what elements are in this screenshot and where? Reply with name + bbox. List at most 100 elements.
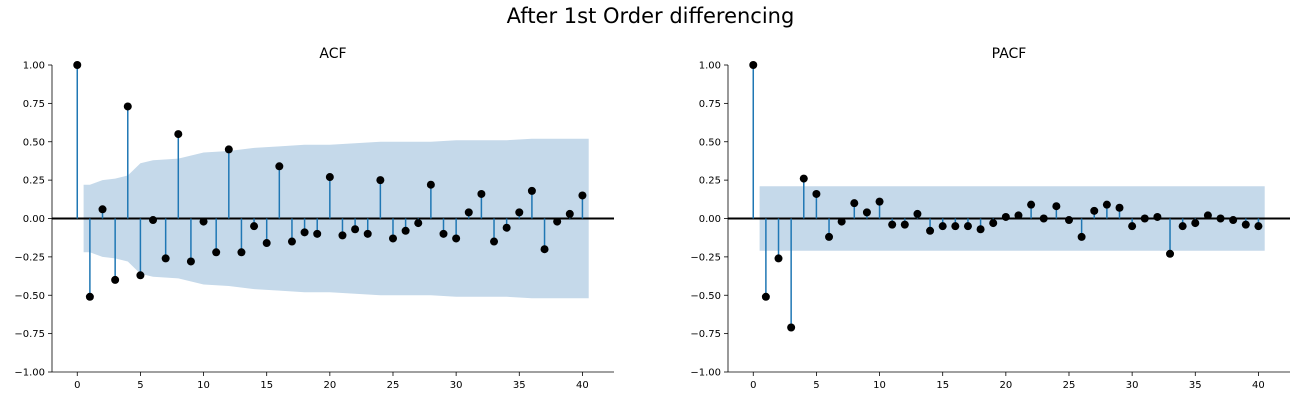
acf-ytick-label: 0.25 [23, 176, 45, 187]
acf-point [212, 248, 221, 257]
pacf-point [1203, 211, 1212, 220]
pacf-point [989, 219, 998, 228]
acf-point [376, 176, 385, 185]
pacf-point [926, 226, 935, 235]
acf-point [85, 292, 94, 301]
pacf-point [888, 220, 897, 229]
acf-point [237, 248, 246, 257]
acf-point [275, 162, 284, 171]
acf-ytick-label: 0.00 [23, 214, 45, 225]
acf-point [262, 239, 271, 248]
acf-ytick-label: −0.75 [14, 329, 45, 340]
acf-point [414, 219, 423, 228]
pacf-point [963, 222, 972, 231]
pacf-xtick-label: 35 [1189, 380, 1202, 391]
pacf-point [787, 323, 796, 332]
pacf-point [1064, 216, 1073, 225]
pacf-xtick-label: 15 [936, 380, 949, 391]
pacf-point [812, 189, 821, 198]
acf-point [111, 275, 120, 284]
acf-point [363, 229, 372, 238]
pacf-point [1166, 249, 1175, 258]
acf-point [123, 102, 132, 111]
acf-xtick-label: 25 [387, 380, 400, 391]
pacf-point [850, 199, 859, 208]
pacf-point [938, 222, 947, 231]
pacf-ytick-label: −0.25 [690, 252, 721, 263]
acf-point [98, 205, 107, 214]
pacf-point [1128, 222, 1137, 231]
pacf-point [774, 254, 783, 263]
acf-point [553, 217, 562, 226]
acf-ytick-label: 0.75 [23, 99, 45, 110]
pacf-point [1191, 219, 1200, 228]
acf-point [186, 257, 195, 266]
acf-xtick-label: 20 [323, 380, 336, 391]
pacf-point [1027, 200, 1036, 209]
pacf-ytick-label: −0.50 [690, 291, 721, 302]
pacf-ytick-label: 0.25 [699, 176, 721, 187]
acf-point [199, 217, 208, 226]
acf-ytick-label: −1.00 [14, 368, 45, 379]
pacf-title: PACF [992, 46, 1027, 62]
pacf-point [875, 197, 884, 206]
acf-title: ACF [319, 46, 346, 62]
acf-xtick-label: 35 [513, 380, 526, 391]
acf-point [388, 234, 397, 243]
acf-xtick-label: 5 [137, 380, 143, 391]
acf-point [527, 186, 536, 195]
pacf-point [1216, 214, 1225, 223]
acf-point [287, 237, 296, 246]
pacf-point [1014, 211, 1023, 220]
pacf-point [951, 222, 960, 231]
acf-point [515, 208, 524, 217]
acf-point [502, 223, 511, 232]
acf-point [174, 130, 183, 139]
pacf-point [1102, 200, 1111, 209]
pacf-xtick-label: 0 [750, 380, 756, 391]
acf-point [477, 189, 486, 198]
acf-ytick-label: −0.50 [14, 291, 45, 302]
acf-xtick-label: 40 [576, 380, 589, 391]
acf-point [224, 145, 233, 154]
acf-point [161, 254, 170, 263]
acf-xtick-label: 15 [260, 380, 273, 391]
pacf-point [749, 61, 758, 69]
pacf-point [976, 225, 985, 234]
acf-point [136, 271, 145, 280]
pacf-point [837, 217, 846, 226]
acf-point [338, 231, 347, 240]
pacf-point [1153, 212, 1162, 221]
pacf-point [913, 209, 922, 218]
acf-point [149, 216, 158, 225]
pacf-ytick-label: −1.00 [690, 368, 721, 379]
acf-point [452, 234, 461, 243]
acf-point [401, 226, 410, 235]
pacf-point [1001, 212, 1010, 221]
acf-ytick-label: 0.50 [23, 137, 45, 148]
acf-point [300, 228, 309, 237]
pacf-xtick-label: 30 [1126, 380, 1139, 391]
acf-point [325, 173, 334, 182]
pacf-point [1229, 216, 1238, 225]
pacf-point [761, 292, 770, 301]
acf-point [313, 229, 322, 238]
pacf-point [1254, 222, 1263, 231]
acf-xtick-label: 0 [74, 380, 80, 391]
acf-ytick-label: 1.00 [23, 61, 45, 72]
pacf-ytick-label: −0.75 [690, 329, 721, 340]
acf-point [540, 245, 549, 254]
pacf-point [900, 220, 909, 229]
acf-point [73, 61, 82, 69]
pacf-xtick-label: 10 [873, 380, 886, 391]
pacf-xtick-label: 20 [999, 380, 1012, 391]
pacf-xtick-label: 25 [1063, 380, 1076, 391]
pacf-point [1039, 214, 1048, 223]
acf-point [426, 180, 435, 189]
pacf-point [1115, 203, 1124, 212]
pacf-point [1241, 220, 1250, 229]
acf-point [351, 225, 360, 234]
acf-point [578, 191, 587, 200]
acf-point [490, 237, 499, 246]
